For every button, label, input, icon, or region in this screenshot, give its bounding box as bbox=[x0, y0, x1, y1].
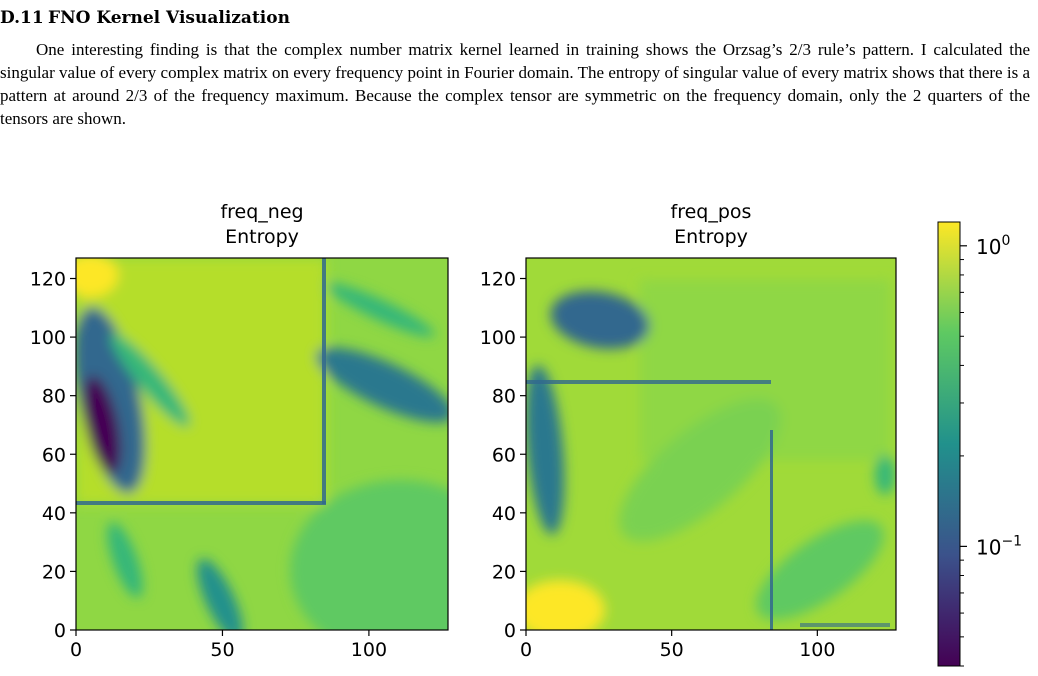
heatmap-freq-pos bbox=[526, 258, 896, 630]
x-tick-label: 50 bbox=[660, 639, 684, 661]
colorbar-major-ticks: 100 10−1 bbox=[960, 233, 1022, 559]
x-ticks-freq-pos: 0 50 100 bbox=[520, 630, 835, 661]
y-tick-label: 40 bbox=[492, 503, 516, 525]
y-tick-label: 120 bbox=[480, 269, 516, 291]
x-tick-label: 100 bbox=[799, 639, 835, 661]
heatmap-freq-neg bbox=[76, 258, 448, 630]
colorbar-gradient bbox=[937, 221, 961, 667]
y-tick-label: 80 bbox=[492, 386, 516, 408]
colorbar-tick-label: 100 bbox=[976, 233, 1010, 259]
panel-title-line1: freq_neg bbox=[220, 201, 303, 223]
y-tick-label: 20 bbox=[42, 561, 66, 583]
panel-title-line1: freq_pos bbox=[671, 201, 752, 223]
y-ticks-freq-neg: 0 20 40 60 80 100 120 bbox=[30, 269, 76, 642]
y-tick-label: 120 bbox=[30, 269, 66, 291]
y-tick-label: 20 bbox=[492, 561, 516, 583]
y-tick-label: 40 bbox=[42, 503, 66, 525]
section-title: FNO Kernel Visualization bbox=[48, 8, 290, 28]
panel-title-line2: Entropy bbox=[674, 226, 748, 248]
y-tick-label: 60 bbox=[492, 444, 516, 466]
y-tick-label: 80 bbox=[42, 386, 66, 408]
x-ticks-freq-neg: 0 50 100 bbox=[70, 630, 387, 661]
panel-freq-neg: freq_neg Entropy 0 20 40 60 80 100 120 0 50 100 bbox=[30, 201, 449, 661]
x-tick-label: 0 bbox=[70, 639, 82, 661]
y-tick-label: 0 bbox=[54, 620, 66, 642]
y-tick-label: 100 bbox=[30, 327, 66, 349]
y-ticks-freq-pos: 0 20 40 60 80 100 120 bbox=[480, 269, 526, 642]
y-tick-label: 0 bbox=[504, 620, 516, 642]
colorbar: 100 10−1 bbox=[937, 221, 1022, 667]
section-number: D.11 bbox=[0, 8, 44, 28]
x-tick-label: 50 bbox=[210, 639, 234, 661]
y-tick-label: 60 bbox=[42, 444, 66, 466]
body-paragraph: One interesting finding is that the comp… bbox=[0, 40, 1030, 128]
section-heading: D.11 FNO Kernel Visualization bbox=[0, 8, 290, 28]
colorbar-tick-label: 10−1 bbox=[976, 533, 1022, 559]
colorbar-minor-ticks bbox=[960, 259, 964, 667]
x-tick-label: 100 bbox=[351, 639, 387, 661]
y-tick-label: 100 bbox=[480, 327, 516, 349]
panel-title-line2: Entropy bbox=[225, 226, 299, 248]
panel-freq-pos: freq_pos Entropy 0 20 40 60 80 100 120 0 50 100 bbox=[480, 201, 897, 661]
x-tick-label: 0 bbox=[520, 639, 532, 661]
